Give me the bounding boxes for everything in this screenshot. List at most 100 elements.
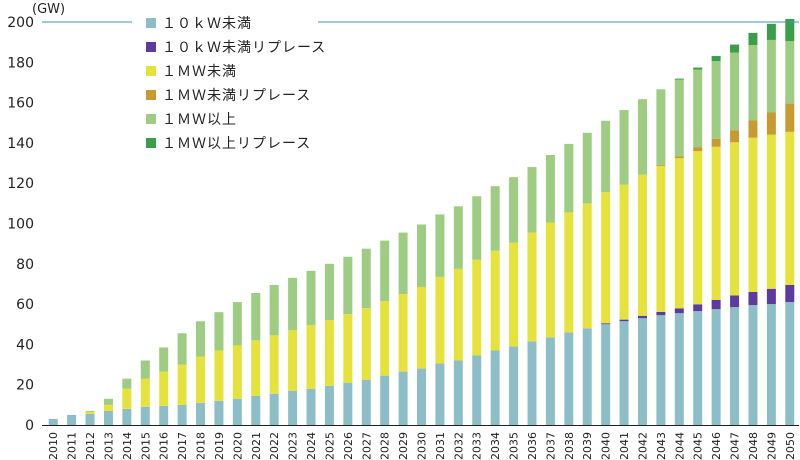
bar-segment <box>232 302 242 346</box>
bar-segment <box>674 158 684 309</box>
bar-segment <box>232 398 242 425</box>
x-tick-label: 2011 <box>66 432 79 460</box>
x-tick-label: 2045 <box>692 432 705 460</box>
bar-segment <box>545 154 555 223</box>
x-tick-label: 2024 <box>305 432 318 460</box>
legend-label: １ＭＷ以上リプレース <box>162 136 311 152</box>
bar-segment <box>306 388 316 425</box>
bar-segment <box>159 347 169 372</box>
y-axis-ticks: 0 20 40 60 80 100 120 140 160 180 200 <box>7 15 34 434</box>
bar-segment <box>417 224 426 287</box>
bar-segment <box>159 371 169 406</box>
y-tick-label: 180 <box>7 55 34 71</box>
x-tick-label: 2033 <box>471 432 484 460</box>
bar-segment <box>582 328 592 425</box>
bar-segment <box>674 313 684 425</box>
bar-segment <box>490 350 500 425</box>
bar-segment <box>214 350 224 401</box>
bar-segment <box>766 23 776 40</box>
bar-segment <box>472 196 482 260</box>
bar-segment <box>417 368 426 425</box>
bar-segment <box>324 263 334 321</box>
bar-segment <box>785 41 795 104</box>
bar-segment <box>85 410 95 412</box>
bar-segment <box>711 61 721 139</box>
bar-segment <box>748 120 758 138</box>
bar-segment <box>177 333 187 365</box>
x-tick-label: 2016 <box>158 432 171 460</box>
bar-segment <box>730 44 740 53</box>
x-tick-label: 2037 <box>544 432 557 460</box>
bar-segment <box>122 408 132 425</box>
bar-segment <box>453 360 463 425</box>
bar-segment <box>251 395 261 425</box>
bar-segment <box>288 390 298 425</box>
bar-segment <box>398 371 408 425</box>
bar-segment <box>711 146 721 300</box>
bar-segment <box>730 130 740 143</box>
bar-segment <box>288 277 298 331</box>
x-tick-label: 2036 <box>526 432 539 460</box>
bar-segment <box>361 308 371 380</box>
bar-segment <box>601 120 611 193</box>
bar-segment <box>656 164 666 166</box>
x-tick-label: 2025 <box>323 432 336 460</box>
bar-segment <box>637 318 647 425</box>
bar-segment <box>785 131 795 285</box>
bar-segment <box>766 288 776 305</box>
x-axis-ticks: 2010 2011 2012 2013 2014 2015 2016 2017 2018 2019… <box>47 432 797 460</box>
bar-segment <box>766 39 776 113</box>
bar-segment <box>251 340 261 396</box>
bar-segment <box>730 52 740 131</box>
bar-segment <box>490 186 500 251</box>
bar-segment <box>306 270 316 326</box>
bar-segment <box>177 404 187 425</box>
bar-segment <box>637 315 647 319</box>
x-tick-label: 2038 <box>563 432 576 460</box>
bar-segment <box>490 250 500 351</box>
bar-segment <box>748 305 758 425</box>
bar-segment <box>693 147 703 152</box>
y-tick-label: 160 <box>7 96 34 112</box>
bar-segment <box>766 112 776 135</box>
bar-segment <box>472 355 482 425</box>
bar-segment <box>251 293 261 341</box>
x-tick-label: 2031 <box>434 432 447 460</box>
bar-segment <box>435 363 445 425</box>
x-tick-label: 2019 <box>213 432 226 460</box>
x-tick-label: 2028 <box>379 432 392 460</box>
legend-label: １ＭＷ以上 <box>162 112 237 128</box>
x-tick-label: 2035 <box>508 432 521 460</box>
x-tick-label: 2046 <box>710 432 723 460</box>
bar-segment <box>140 378 150 407</box>
x-tick-label: 2041 <box>618 432 631 460</box>
bar-segment <box>730 307 740 425</box>
x-tick-label: 2032 <box>452 432 465 460</box>
bar-segment <box>122 388 132 409</box>
x-tick-label: 2027 <box>360 432 373 460</box>
bar-segment <box>674 79 684 157</box>
bar-segment <box>343 314 353 383</box>
bar-segment <box>656 165 666 312</box>
bar-segment <box>693 311 703 425</box>
bar-segment <box>509 242 519 347</box>
bar-segment <box>67 414 77 425</box>
bar-segment <box>140 406 150 425</box>
bar-segment <box>748 32 758 45</box>
bar-segment <box>730 295 740 308</box>
y-tick-label: 140 <box>7 136 34 152</box>
bar-segment <box>527 167 537 233</box>
x-tick-label: 2010 <box>47 432 60 460</box>
bar-segment <box>509 177 519 243</box>
bar-segment <box>343 382 353 425</box>
x-tick-label: 2029 <box>397 432 410 460</box>
legend-label: １０ｋＷ未満リプレース <box>162 40 326 56</box>
bar-segment <box>380 301 390 376</box>
bar-segment <box>159 405 169 425</box>
legend-swatch <box>146 66 156 76</box>
y-tick-label: 80 <box>16 257 34 273</box>
x-tick-label: 2021 <box>250 432 263 460</box>
bar-segment <box>693 151 703 305</box>
bar-segment <box>674 308 684 314</box>
